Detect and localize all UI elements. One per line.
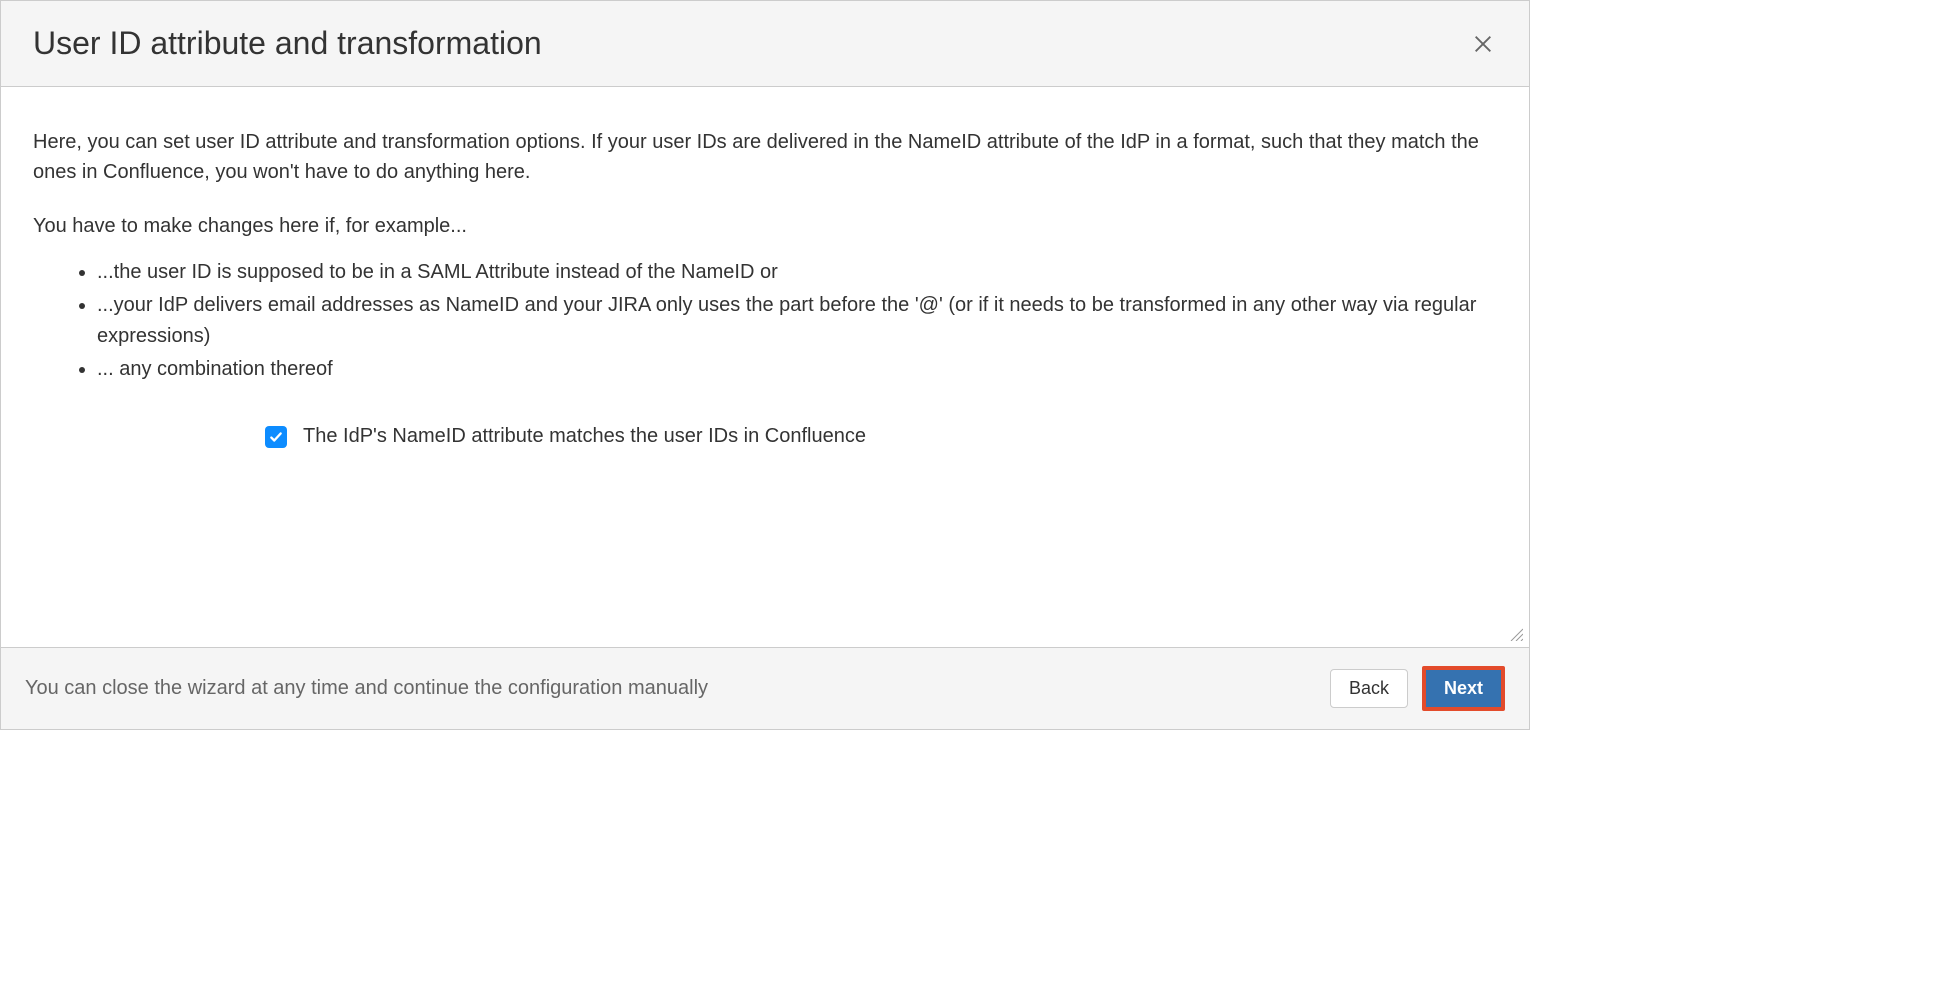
intro-text: Here, you can set user ID attribute and … bbox=[33, 127, 1497, 187]
list-item: ... any combination thereof bbox=[97, 354, 1497, 385]
back-button[interactable]: Back bbox=[1330, 669, 1408, 708]
footer-hint: You can close the wizard at any time and… bbox=[25, 677, 708, 700]
list-item: ...your IdP delivers email addresses as … bbox=[97, 290, 1497, 352]
dialog-footer: You can close the wizard at any time and… bbox=[1, 647, 1529, 729]
resize-icon bbox=[1509, 627, 1523, 641]
subhead-text: You have to make changes here if, for ex… bbox=[33, 211, 1497, 241]
list-item: ...the user ID is supposed to be in a SA… bbox=[97, 257, 1497, 288]
check-icon bbox=[269, 430, 283, 444]
dialog-header: User ID attribute and transformation bbox=[1, 1, 1529, 87]
close-button[interactable] bbox=[1469, 30, 1497, 58]
next-button[interactable]: Next bbox=[1426, 670, 1501, 707]
nameid-match-checkbox[interactable] bbox=[265, 426, 287, 448]
close-icon bbox=[1472, 33, 1494, 55]
bullet-list: ...the user ID is supposed to be in a SA… bbox=[33, 257, 1497, 385]
checkbox-row: The IdP's NameID attribute matches the u… bbox=[33, 425, 1497, 448]
dialog-body: Here, you can set user ID attribute and … bbox=[1, 87, 1529, 647]
dialog-container: User ID attribute and transformation Her… bbox=[0, 0, 1530, 730]
checkbox-label: The IdP's NameID attribute matches the u… bbox=[303, 425, 866, 448]
next-button-highlight: Next bbox=[1422, 666, 1505, 711]
footer-buttons: Back Next bbox=[1330, 666, 1505, 711]
dialog-title: User ID attribute and transformation bbox=[33, 25, 542, 62]
resize-handle[interactable] bbox=[1509, 627, 1523, 641]
